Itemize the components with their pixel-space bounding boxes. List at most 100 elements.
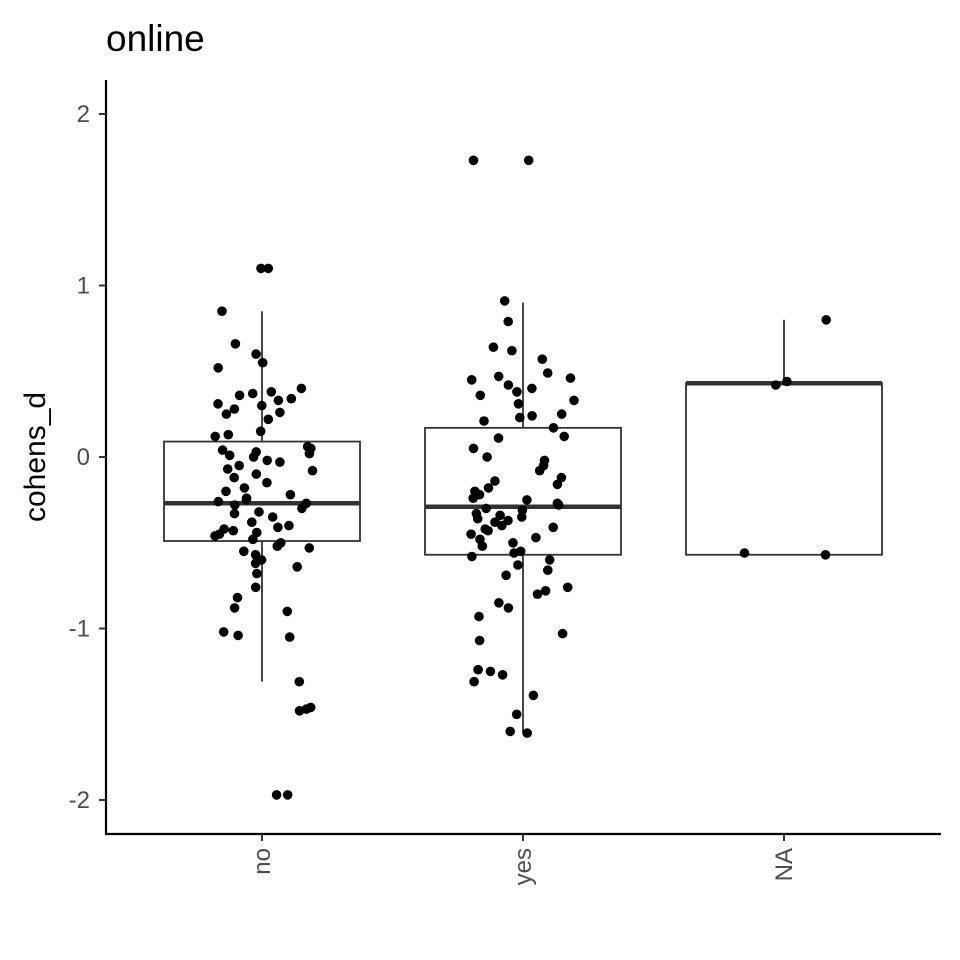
x-tick-label: yes xyxy=(510,848,537,885)
data-point xyxy=(507,345,517,356)
data-point xyxy=(224,450,235,461)
box-iqr xyxy=(685,382,883,556)
data-point xyxy=(251,349,261,359)
data-point xyxy=(222,464,233,474)
data-point xyxy=(467,551,477,562)
data-point xyxy=(493,371,504,382)
points-layer xyxy=(210,155,831,800)
data-point xyxy=(771,380,781,390)
data-point xyxy=(221,409,232,419)
data-point xyxy=(532,589,543,599)
data-point xyxy=(247,388,258,399)
data-point xyxy=(248,534,258,545)
data-point xyxy=(820,550,831,560)
data-point xyxy=(284,520,294,531)
data-point xyxy=(239,546,249,557)
data-point xyxy=(267,512,278,522)
x-tick-label: NA xyxy=(771,848,798,881)
data-point xyxy=(229,508,240,519)
data-point xyxy=(294,676,305,687)
plot-area xyxy=(163,155,883,800)
data-point xyxy=(543,565,553,575)
data-point xyxy=(511,709,522,720)
data-point xyxy=(241,495,252,505)
data-point xyxy=(557,628,568,639)
data-point xyxy=(272,541,283,551)
data-point xyxy=(544,555,555,565)
data-point xyxy=(223,429,234,440)
data-point xyxy=(483,483,494,493)
data-point xyxy=(512,387,522,397)
y-tick-label: 2 xyxy=(77,101,90,128)
data-point xyxy=(552,479,563,490)
data-point xyxy=(499,296,510,306)
data-point xyxy=(210,431,220,442)
data-point xyxy=(297,503,307,514)
data-point xyxy=(230,339,241,349)
data-point xyxy=(537,354,548,365)
data-point xyxy=(515,412,525,423)
data-point xyxy=(217,445,228,455)
y-tick-label: -2 xyxy=(69,787,90,814)
data-point xyxy=(473,664,483,675)
y-tick-label: -1 xyxy=(69,616,90,643)
data-point xyxy=(534,465,545,476)
data-point xyxy=(562,582,573,593)
data-point xyxy=(527,383,537,394)
data-point xyxy=(490,476,500,486)
data-point xyxy=(263,414,274,425)
data-point xyxy=(565,373,576,383)
y-tick-label: 1 xyxy=(77,273,90,300)
data-point xyxy=(739,548,750,558)
data-point xyxy=(304,448,315,459)
data-point xyxy=(210,531,220,541)
data-point xyxy=(466,375,477,385)
data-point xyxy=(513,399,524,409)
data-point xyxy=(528,690,539,701)
data-point xyxy=(228,525,239,536)
data-point xyxy=(503,380,514,390)
data-point xyxy=(522,495,532,505)
data-point xyxy=(542,368,553,378)
data-point xyxy=(292,562,303,572)
data-point xyxy=(230,500,240,510)
data-point xyxy=(556,409,567,419)
x-tick-label: no xyxy=(249,848,276,875)
data-point xyxy=(294,706,305,716)
data-point xyxy=(247,517,257,527)
data-point xyxy=(485,666,496,677)
data-point xyxy=(304,543,315,553)
data-point xyxy=(262,455,273,466)
data-point xyxy=(505,726,515,737)
data-point xyxy=(213,399,223,409)
data-point xyxy=(527,411,537,421)
data-point xyxy=(229,603,240,613)
data-point xyxy=(234,460,244,471)
data-point xyxy=(213,496,224,507)
data-point xyxy=(548,522,558,533)
data-point xyxy=(488,342,499,353)
data-point xyxy=(821,315,831,325)
data-point xyxy=(273,522,283,533)
data-point xyxy=(282,606,293,617)
data-point xyxy=(250,582,261,593)
chart-title: online xyxy=(106,18,205,59)
data-point xyxy=(273,395,284,406)
data-point xyxy=(468,155,479,166)
data-point xyxy=(548,423,559,433)
data-point xyxy=(468,493,479,504)
data-point xyxy=(254,507,264,517)
data-point xyxy=(251,469,262,479)
data-point xyxy=(282,790,293,800)
data-point xyxy=(494,598,504,608)
data-point xyxy=(256,263,266,274)
data-point xyxy=(255,426,266,437)
data-point xyxy=(503,603,514,613)
y-tick-label: 0 xyxy=(77,444,90,471)
data-point xyxy=(474,611,484,622)
box-iqr xyxy=(424,426,622,556)
data-point xyxy=(466,529,476,539)
data-point xyxy=(262,477,272,488)
data-point xyxy=(475,390,486,401)
data-point xyxy=(472,513,483,524)
